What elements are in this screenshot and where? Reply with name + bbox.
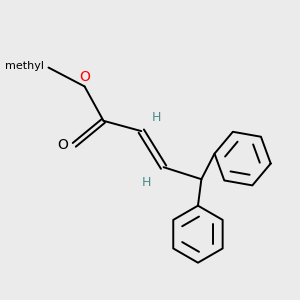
Text: O: O [79, 70, 90, 84]
Text: H: H [142, 176, 151, 189]
Text: H: H [152, 111, 161, 124]
Text: O: O [57, 138, 68, 152]
Text: methyl: methyl [5, 61, 44, 71]
